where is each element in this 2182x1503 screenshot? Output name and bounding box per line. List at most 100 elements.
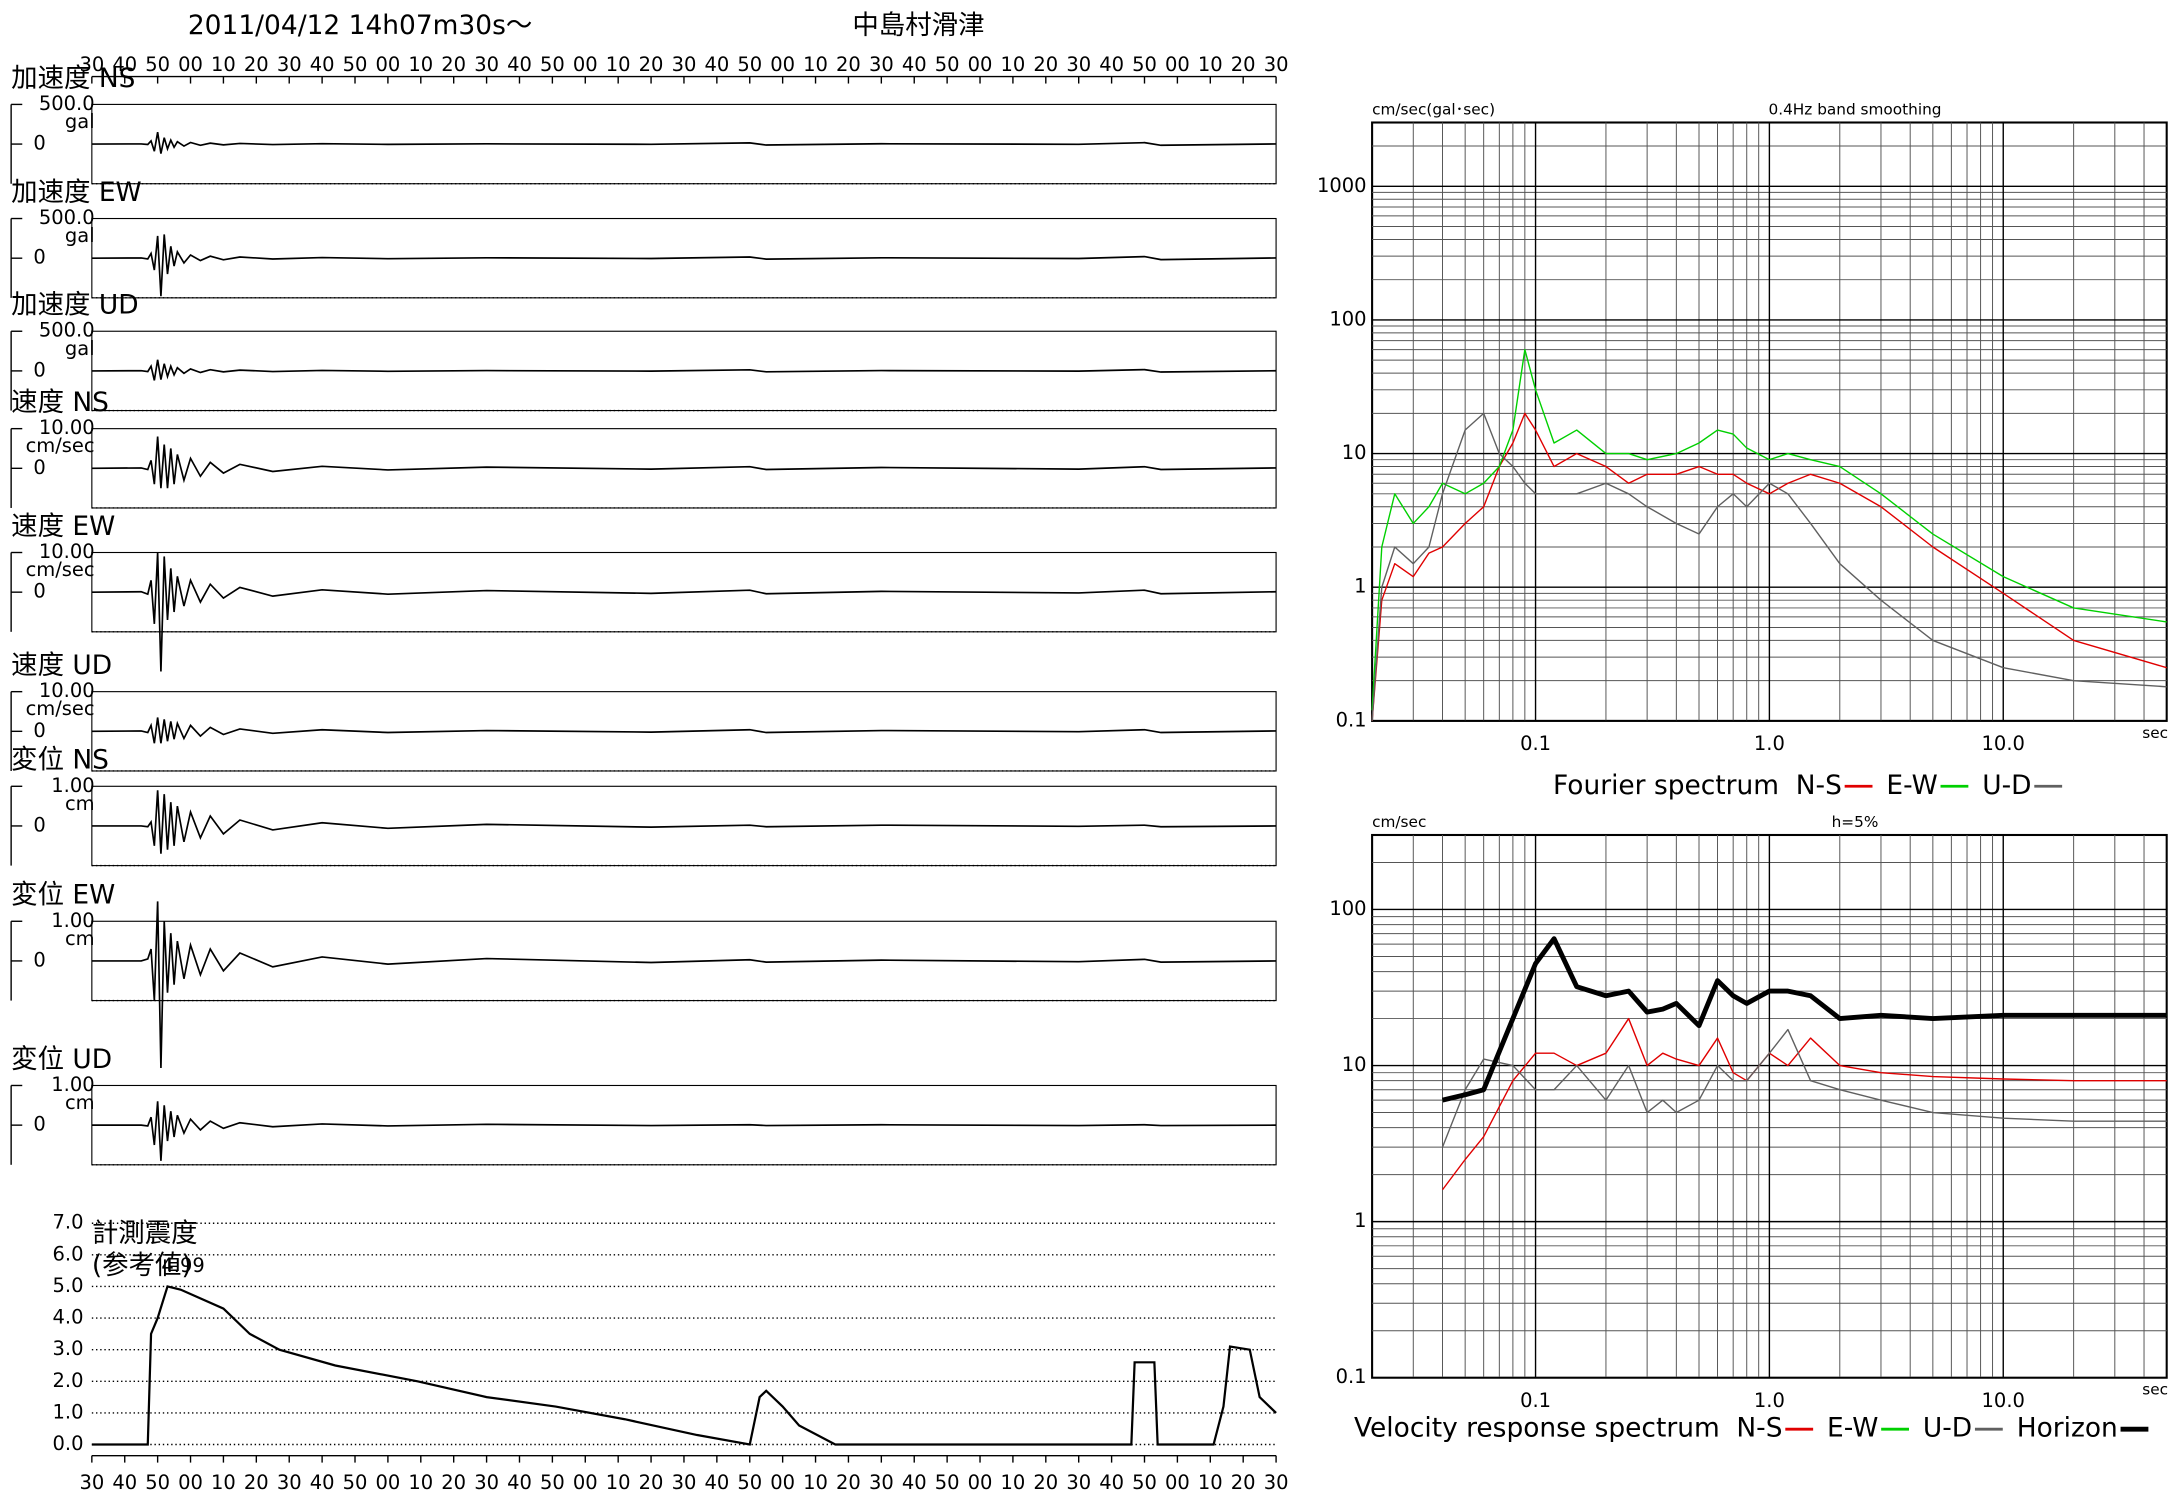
time-tick-label: 10 — [1198, 53, 1223, 76]
x-tick-label: 10.0 — [1982, 732, 2025, 755]
spectrum-line — [1442, 937, 2167, 1101]
y-tick-label: 0 — [33, 132, 45, 155]
panel-unit: gal — [65, 224, 95, 247]
panel-unit: cm — [65, 927, 95, 950]
time-tick-label: 50 — [935, 1471, 960, 1494]
y-axis-unit: cm/sec(gal･sec) — [1372, 100, 1495, 118]
y-tick-label: 5.0 — [53, 1274, 84, 1297]
time-tick-label: 00 — [1165, 53, 1190, 76]
y-tick-label: 1000 — [1317, 174, 1367, 197]
spectrum-line — [1441, 936, 2167, 1103]
waveform-line — [91, 552, 1277, 672]
time-tick-label: 10 — [1001, 1471, 1026, 1494]
time-tick-label: 00 — [770, 1471, 795, 1494]
panel-title: 速度 UD — [11, 650, 112, 681]
time-tick-label: 20 — [1033, 1471, 1058, 1494]
y-tick-label: 100 — [1329, 897, 1366, 920]
y-tick-label: 1.00 — [51, 909, 94, 932]
time-tick-label: 20 — [639, 53, 664, 76]
time-tick-label: 10 — [1198, 1471, 1223, 1494]
time-tick-label: 30 — [277, 53, 302, 76]
time-tick-label: 20 — [1231, 53, 1256, 76]
time-tick-label: 10 — [606, 1471, 631, 1494]
time-tick-label: 20 — [836, 53, 861, 76]
y-tick-label: 100 — [1329, 307, 1366, 330]
time-tick-label: 50 — [737, 1471, 762, 1494]
time-tick-label: 30 — [1264, 53, 1289, 76]
time-tick-label: 30 — [474, 53, 499, 76]
plot-subtitle: h=5% — [1832, 813, 1879, 831]
waveform-line — [91, 901, 1277, 1069]
waveform-line — [91, 132, 1277, 154]
intensity-subtitle: (参考値) — [92, 1250, 192, 1281]
time-tick-label: 40 — [1099, 53, 1124, 76]
spectrum-line — [1371, 412, 2167, 721]
panel-title: 変位 UD — [11, 1044, 112, 1075]
time-tick-label: 50 — [737, 53, 762, 76]
time-tick-label: 40 — [704, 1471, 729, 1494]
y-tick-label: 1.0 — [53, 1400, 84, 1423]
time-tick-label: 50 — [343, 1471, 368, 1494]
y-tick-label: 0.0 — [53, 1432, 84, 1455]
y-tick-label: 2.0 — [53, 1369, 84, 1392]
spectrum-line — [1441, 1017, 2167, 1191]
time-tick-label: 50 — [540, 53, 565, 76]
x-axis-unit: sec — [2142, 1381, 2168, 1399]
legend-label: N-S — [1796, 770, 1842, 801]
waveform-line — [91, 436, 1277, 489]
time-tick-label: 30 — [1066, 1471, 1091, 1494]
y-tick-label: 4.0 — [53, 1306, 84, 1329]
spectrum-line — [1371, 348, 2167, 711]
y-tick-label: 1 — [1354, 1209, 1366, 1232]
intensity-title: 計測震度 — [92, 1218, 198, 1249]
panel-unit: gal — [65, 337, 95, 360]
spectrum-line — [1441, 1028, 2167, 1148]
time-tick-label: 30 — [672, 1471, 697, 1494]
time-tick-label: 00 — [1165, 1471, 1190, 1494]
time-tick-label: 20 — [639, 1471, 664, 1494]
y-tick-label: 0 — [33, 580, 45, 603]
x-tick-label: 1.0 — [1754, 1389, 1785, 1412]
time-tick-label: 50 — [1132, 53, 1157, 76]
time-tick-label: 20 — [441, 1471, 466, 1494]
time-tick-label: 00 — [573, 53, 598, 76]
y-tick-label: 500.0 — [39, 206, 95, 229]
time-tick-label: 30 — [1264, 1471, 1289, 1494]
legend-label: U-D — [1923, 1413, 1972, 1444]
waveform-line — [91, 717, 1277, 744]
waveform-line — [91, 790, 1277, 854]
y-tick-label: 0.1 — [1336, 1365, 1367, 1388]
y-tick-label: 10 — [1342, 1053, 1367, 1076]
plot-subtitle: 0.4Hz band smoothing — [1768, 100, 1941, 118]
time-tick-label: 30 — [869, 1471, 894, 1494]
time-tick-label: 20 — [244, 53, 269, 76]
y-tick-label: 500.0 — [39, 319, 95, 342]
panel-title: 速度 NS — [11, 387, 109, 418]
x-tick-label: 0.1 — [1520, 732, 1551, 755]
time-tick-label: 50 — [145, 53, 170, 76]
time-tick-label: 10 — [803, 53, 828, 76]
waveform-line — [91, 1101, 1277, 1161]
spectrum-line — [1371, 412, 2167, 721]
intensity-annotation: 4.99 — [161, 1254, 204, 1277]
time-tick-label: 30 — [277, 1471, 302, 1494]
y-tick-label: 1 — [1354, 575, 1366, 598]
x-axis-unit: sec — [2142, 724, 2168, 742]
time-tick-label: 20 — [836, 1471, 861, 1494]
y-tick-label: 0 — [33, 948, 45, 971]
time-tick-label: 30 — [474, 1471, 499, 1494]
legend-title: Fourier spectrum — [1553, 770, 1779, 801]
time-tick-label: 40 — [112, 1471, 137, 1494]
legend-title: Velocity response spectrum — [1354, 1413, 1720, 1444]
time-tick-label: 40 — [902, 1471, 927, 1494]
y-tick-label: 7.0 — [53, 1211, 84, 1234]
time-tick-label: 30 — [869, 53, 894, 76]
panel-unit: cm/sec — [26, 434, 95, 457]
intensity-line — [91, 1285, 1277, 1446]
legend-label: E-W — [1886, 770, 1937, 801]
y-tick-label: 0 — [33, 246, 45, 269]
y-tick-label: 0 — [33, 1113, 45, 1136]
time-tick-label: 50 — [540, 1471, 565, 1494]
time-tick-label: 40 — [1099, 1471, 1124, 1494]
time-tick-label: 20 — [441, 53, 466, 76]
